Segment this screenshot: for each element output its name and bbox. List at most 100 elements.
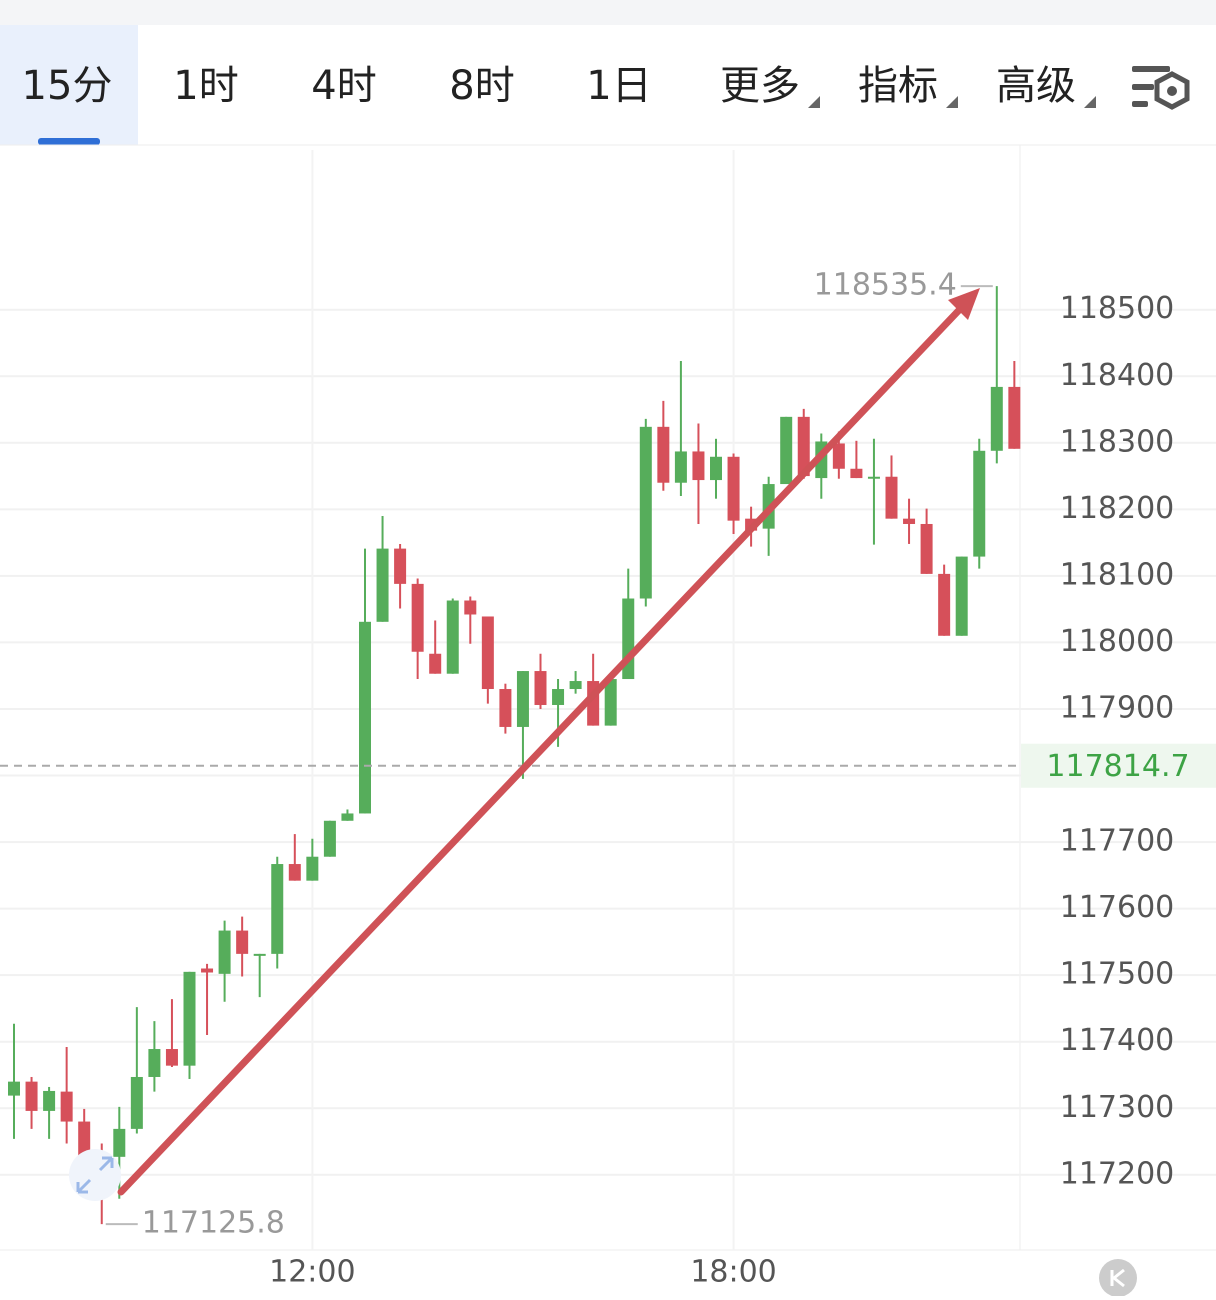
candle-body [903, 518, 916, 524]
tab[interactable]: 高级 [996, 63, 1076, 109]
candle-body [376, 548, 389, 622]
back-button[interactable] [1099, 1259, 1137, 1297]
tab[interactable]: 4时 [311, 63, 376, 109]
candle-body [920, 523, 933, 574]
back-glyph [1110, 1268, 1125, 1288]
y-tick-label: 117400 [1060, 1023, 1175, 1058]
candle-body [253, 953, 266, 956]
candle-body [429, 653, 442, 674]
y-tick-label: 118100 [1060, 557, 1175, 592]
candle-body [201, 968, 214, 973]
candle-body [955, 556, 968, 636]
arrow-line [117, 303, 966, 1196]
candle-body [973, 450, 986, 557]
candle-body [832, 443, 845, 469]
candle-body [938, 573, 951, 636]
y-tick-label: 118400 [1060, 358, 1175, 393]
candle-body [692, 451, 705, 481]
candle-body [727, 456, 740, 521]
candle-body [218, 930, 231, 974]
trend-arrow [117, 288, 980, 1196]
y-tick-label: 117900 [1060, 690, 1175, 725]
y-tick-label: 117600 [1060, 890, 1175, 925]
tab[interactable]: 更多 [720, 63, 800, 109]
candle-body [850, 468, 863, 479]
candle-body [359, 621, 371, 814]
tab[interactable]: 15分 [22, 63, 113, 109]
candle-body [534, 671, 547, 705]
candle-body [394, 548, 407, 584]
tab[interactable]: 8时 [449, 63, 514, 109]
candle-body [867, 476, 880, 479]
x-tick-label: 12:00 [269, 1255, 355, 1290]
candle-body [148, 1049, 161, 1077]
candle-body [499, 689, 512, 727]
y-tick-label: 118300 [1060, 424, 1175, 459]
candle-body [1008, 386, 1021, 449]
y-tick-label: 118500 [1060, 291, 1175, 326]
last-price-box [1021, 743, 1216, 788]
tab[interactable]: 1日 [586, 63, 651, 109]
candle-body [446, 600, 459, 674]
dropdown-caret [808, 96, 820, 108]
icon-bar [1132, 101, 1148, 107]
candle-body [306, 856, 319, 881]
y-tick-label: 117300 [1060, 1090, 1175, 1125]
expand-arrows [76, 1156, 114, 1194]
candle-body [516, 671, 529, 727]
candle-body [481, 616, 494, 690]
y-tick-label: 118200 [1060, 491, 1175, 526]
candle-body [639, 426, 652, 599]
icon-dot [1167, 86, 1177, 96]
candle-body [341, 813, 354, 821]
candle-body [552, 689, 565, 705]
tab[interactable]: 1时 [173, 63, 238, 109]
candle-body [797, 416, 810, 477]
icon-hex [1154, 71, 1190, 110]
candle-body [183, 971, 196, 1066]
y-tick-label: 117700 [1060, 824, 1175, 859]
settings-icon[interactable] [1132, 66, 1190, 110]
candle-body [411, 583, 424, 652]
dropdown-caret [946, 96, 958, 108]
candle-body [8, 1081, 20, 1096]
y-tick-label: 118000 [1060, 624, 1175, 659]
candle-body [323, 820, 336, 857]
dropdown-caret [1084, 96, 1096, 108]
candle-body [464, 600, 477, 615]
candle-body [130, 1076, 143, 1129]
status-strip [0, 0, 1216, 25]
back-circle [1099, 1259, 1137, 1297]
x-tick-label: 18:00 [690, 1255, 776, 1290]
candle-body [165, 1049, 178, 1066]
tab[interactable]: 指标 [858, 63, 938, 109]
candle-body [25, 1081, 38, 1111]
last-price-label: 117814.7 [1046, 749, 1189, 784]
icon-bar [1132, 66, 1170, 72]
candle-body [43, 1090, 56, 1111]
min-label: 117125.8 [142, 1206, 285, 1241]
candle-body [885, 476, 898, 519]
candle-body [780, 416, 793, 485]
y-tick-label: 117500 [1060, 957, 1175, 992]
candle-body [990, 386, 1003, 451]
arrow-head [948, 288, 980, 320]
candle-body [288, 864, 301, 881]
candle-body [604, 679, 617, 726]
candle-body [236, 930, 249, 954]
candle-body [60, 1091, 73, 1122]
icon-bar [1132, 84, 1154, 90]
max-label: 118535.4 [814, 268, 957, 303]
expand-icon[interactable] [69, 1149, 121, 1201]
active-tab-bg [0, 25, 138, 145]
y-tick-label: 117200 [1060, 1156, 1175, 1191]
active-tab-underline [38, 138, 100, 145]
candle-body [710, 456, 722, 481]
candle-body [569, 681, 582, 690]
candle-body [674, 451, 687, 483]
candle-body [271, 864, 284, 954]
plot: 117200 117300 117400 117500 117600 117700 1178… [0, 150, 1216, 1290]
candle-body [657, 426, 670, 483]
